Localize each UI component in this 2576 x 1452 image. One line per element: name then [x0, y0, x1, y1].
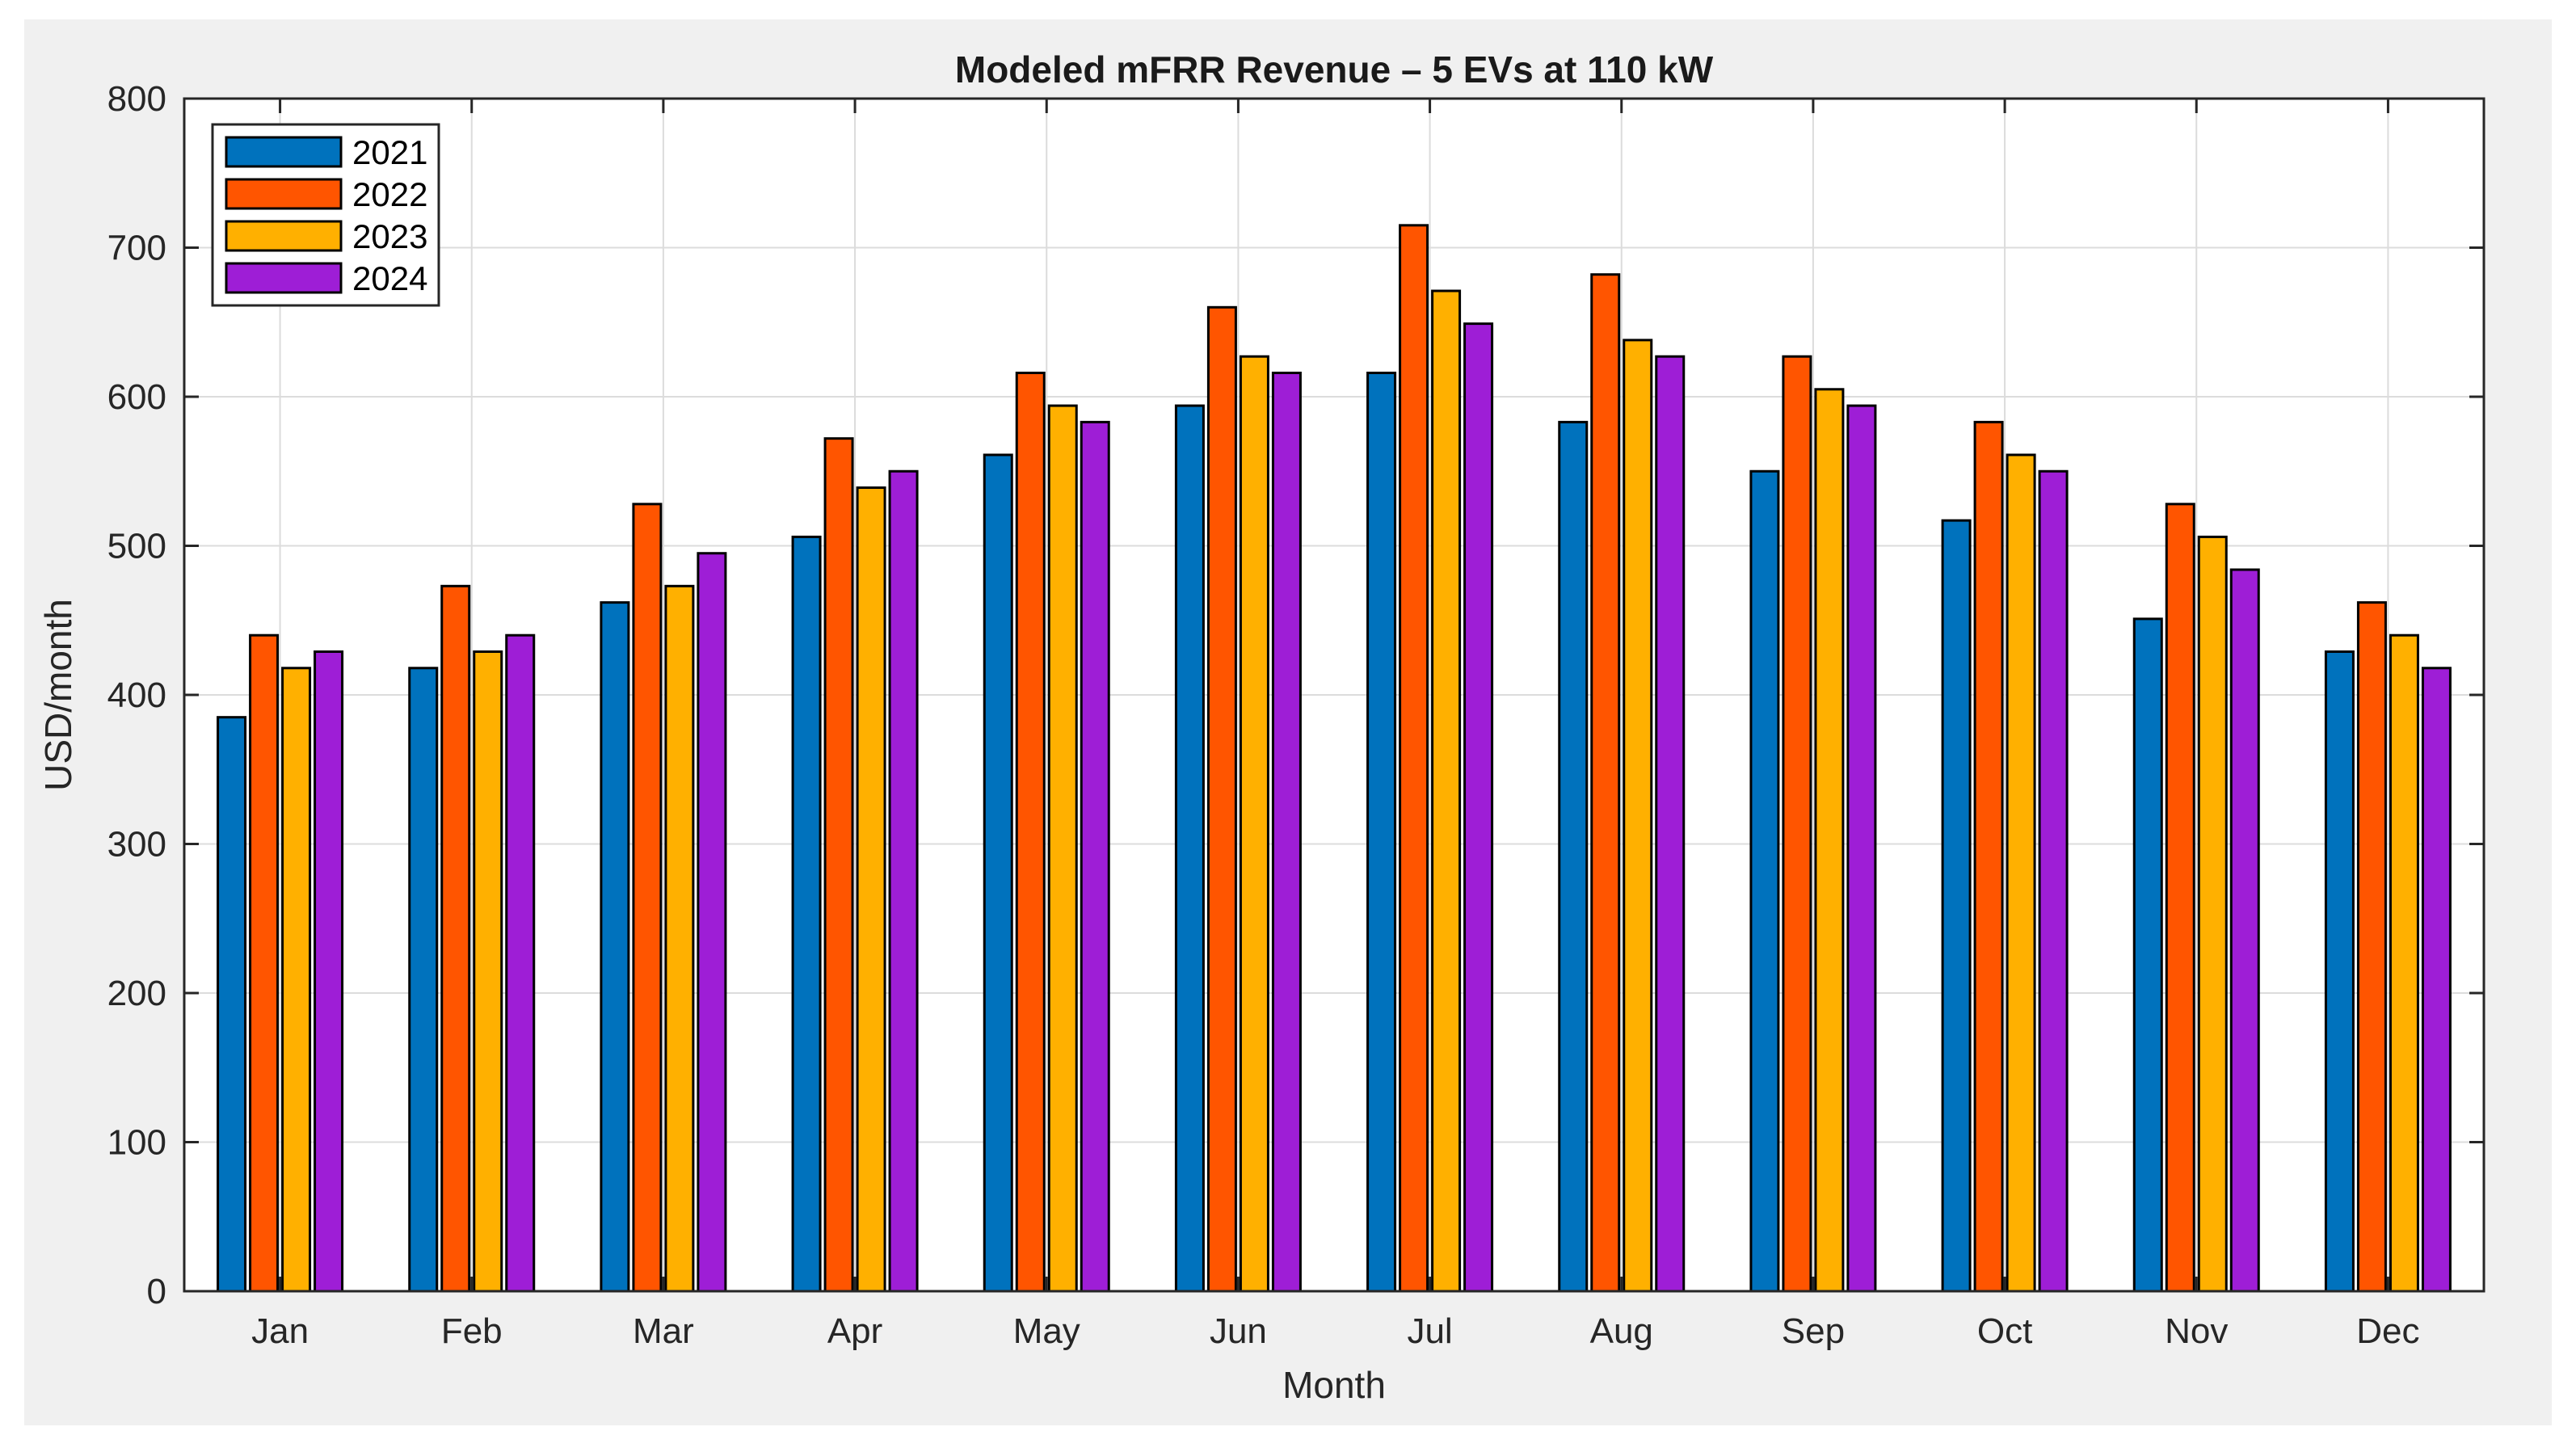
bar-2023-Sep — [1814, 388, 1845, 1293]
bar-2022-Apr — [823, 437, 854, 1293]
chart-figure: 0 100 200 300 400 500 600 700 800 Jan Feb Mar Apr May… — [24, 19, 2552, 1425]
bar-2023-Nov — [2197, 535, 2228, 1293]
bar-2021-May — [983, 453, 1013, 1293]
legend-label-2023: 2023 — [352, 217, 427, 255]
x-tick-label: Oct — [1977, 1311, 2032, 1351]
legend-label-2021: 2021 — [352, 133, 427, 171]
bar-2024-May — [1080, 420, 1110, 1293]
bar-2023-Mar — [664, 584, 695, 1293]
bar-2021-Sep — [1749, 469, 1780, 1293]
x-tick-label: Sep — [1782, 1311, 1845, 1351]
bar-2022-Jun — [1206, 305, 1237, 1293]
y-axis-title: USD/month — [37, 599, 79, 791]
bar-2022-Sep — [1782, 355, 1812, 1293]
bar-2024-Mar — [697, 552, 727, 1293]
bar-2024-Jul — [1463, 322, 1494, 1293]
bar-2022-Jul — [1399, 224, 1429, 1293]
bar-2021-Mar — [600, 601, 630, 1293]
bar-2021-Jan — [217, 716, 247, 1293]
bar-2024-Jan — [314, 650, 344, 1293]
bar-2021-Dec — [2324, 650, 2355, 1293]
bar-2022-Feb — [440, 584, 471, 1293]
x-tick-label: Jun — [1210, 1311, 1267, 1351]
x-tick-label: Feb — [441, 1311, 503, 1351]
bar-2024-Jun — [1271, 371, 1302, 1293]
bar-2024-Apr — [888, 469, 919, 1293]
legend-swatch-2024 — [225, 262, 343, 294]
y-tick-label: 800 — [107, 79, 166, 119]
bar-2021-Nov — [2132, 617, 2163, 1293]
bar-2021-Jun — [1174, 404, 1205, 1293]
legend-label-2022: 2022 — [352, 175, 427, 213]
bar-2024-Dec — [2421, 667, 2452, 1293]
bar-2023-Jun — [1239, 355, 1269, 1293]
x-tick-label: Aug — [1590, 1311, 1653, 1351]
x-tick-label: May — [1013, 1311, 1080, 1351]
legend-items: 2021 2022 2023 2024 — [225, 133, 427, 297]
bar-2022-May — [1015, 371, 1046, 1293]
y-tick-label: 600 — [107, 377, 166, 417]
legend-label-2024: 2024 — [352, 259, 427, 297]
bar-2021-Apr — [791, 535, 822, 1293]
bar-2022-Jan — [249, 633, 280, 1293]
bar-2024-Feb — [505, 633, 536, 1293]
x-axis-title: Month — [1282, 1364, 1386, 1406]
legend[interactable]: 2021 2022 2023 2024 — [211, 123, 440, 307]
x-tick-label: Jul — [1407, 1311, 1452, 1351]
x-tick-label: Dec — [2356, 1311, 2419, 1351]
y-tick-label: 100 — [107, 1123, 166, 1163]
bar-2021-Feb — [408, 667, 439, 1293]
bar-2023-Oct — [2006, 453, 2036, 1293]
y-tick-label: 700 — [107, 229, 166, 268]
bar-2022-Oct — [1973, 420, 2004, 1293]
x-tick-label: Nov — [2165, 1311, 2228, 1351]
x-tick-label: Jan — [251, 1311, 309, 1351]
bar-2022-Nov — [2165, 503, 2195, 1293]
y-tick-label: 300 — [107, 825, 166, 865]
ticks-layer: 0 100 200 300 400 500 600 700 800 Jan Feb Mar Apr May… — [107, 79, 2484, 1351]
bar-2023-Apr — [856, 486, 886, 1293]
bar-2022-Aug — [1590, 273, 1621, 1293]
legend-swatch-2023 — [225, 220, 343, 252]
bar-2021-Oct — [1941, 519, 1972, 1293]
bar-2021-Jul — [1366, 371, 1397, 1293]
bar-2023-Dec — [2389, 633, 2419, 1293]
bar-2023-May — [1047, 404, 1078, 1293]
chart-title: Modeled mFRR Revenue – 5 EVs at 110 kW — [955, 48, 1714, 90]
bar-2024-Oct — [2038, 469, 2069, 1293]
bar-2023-Aug — [1623, 339, 1653, 1293]
bar-2023-Jan — [281, 667, 312, 1293]
bar-2023-Jul — [1431, 289, 1462, 1293]
legend-swatch-2022 — [225, 178, 343, 210]
bar-2024-Sep — [1846, 404, 1877, 1293]
bar-2022-Mar — [632, 503, 663, 1293]
bar-2022-Dec — [2356, 601, 2387, 1293]
bar-2024-Aug — [1655, 355, 1686, 1293]
y-tick-label: 400 — [107, 675, 166, 715]
x-tick-label: Apr — [827, 1311, 882, 1351]
y-tick-label: 0 — [147, 1272, 166, 1311]
bar-2021-Aug — [1558, 420, 1589, 1293]
y-tick-label: 200 — [107, 974, 166, 1013]
chart-svg: 0 100 200 300 400 500 600 700 800 Jan Feb Mar Apr May… — [37, 48, 2486, 1406]
x-tick-label: Mar — [633, 1311, 694, 1351]
legend-swatch-2021 — [225, 136, 343, 168]
bar-2024-Nov — [2229, 568, 2260, 1293]
bar-2023-Feb — [473, 650, 503, 1293]
y-tick-label: 500 — [107, 527, 166, 566]
